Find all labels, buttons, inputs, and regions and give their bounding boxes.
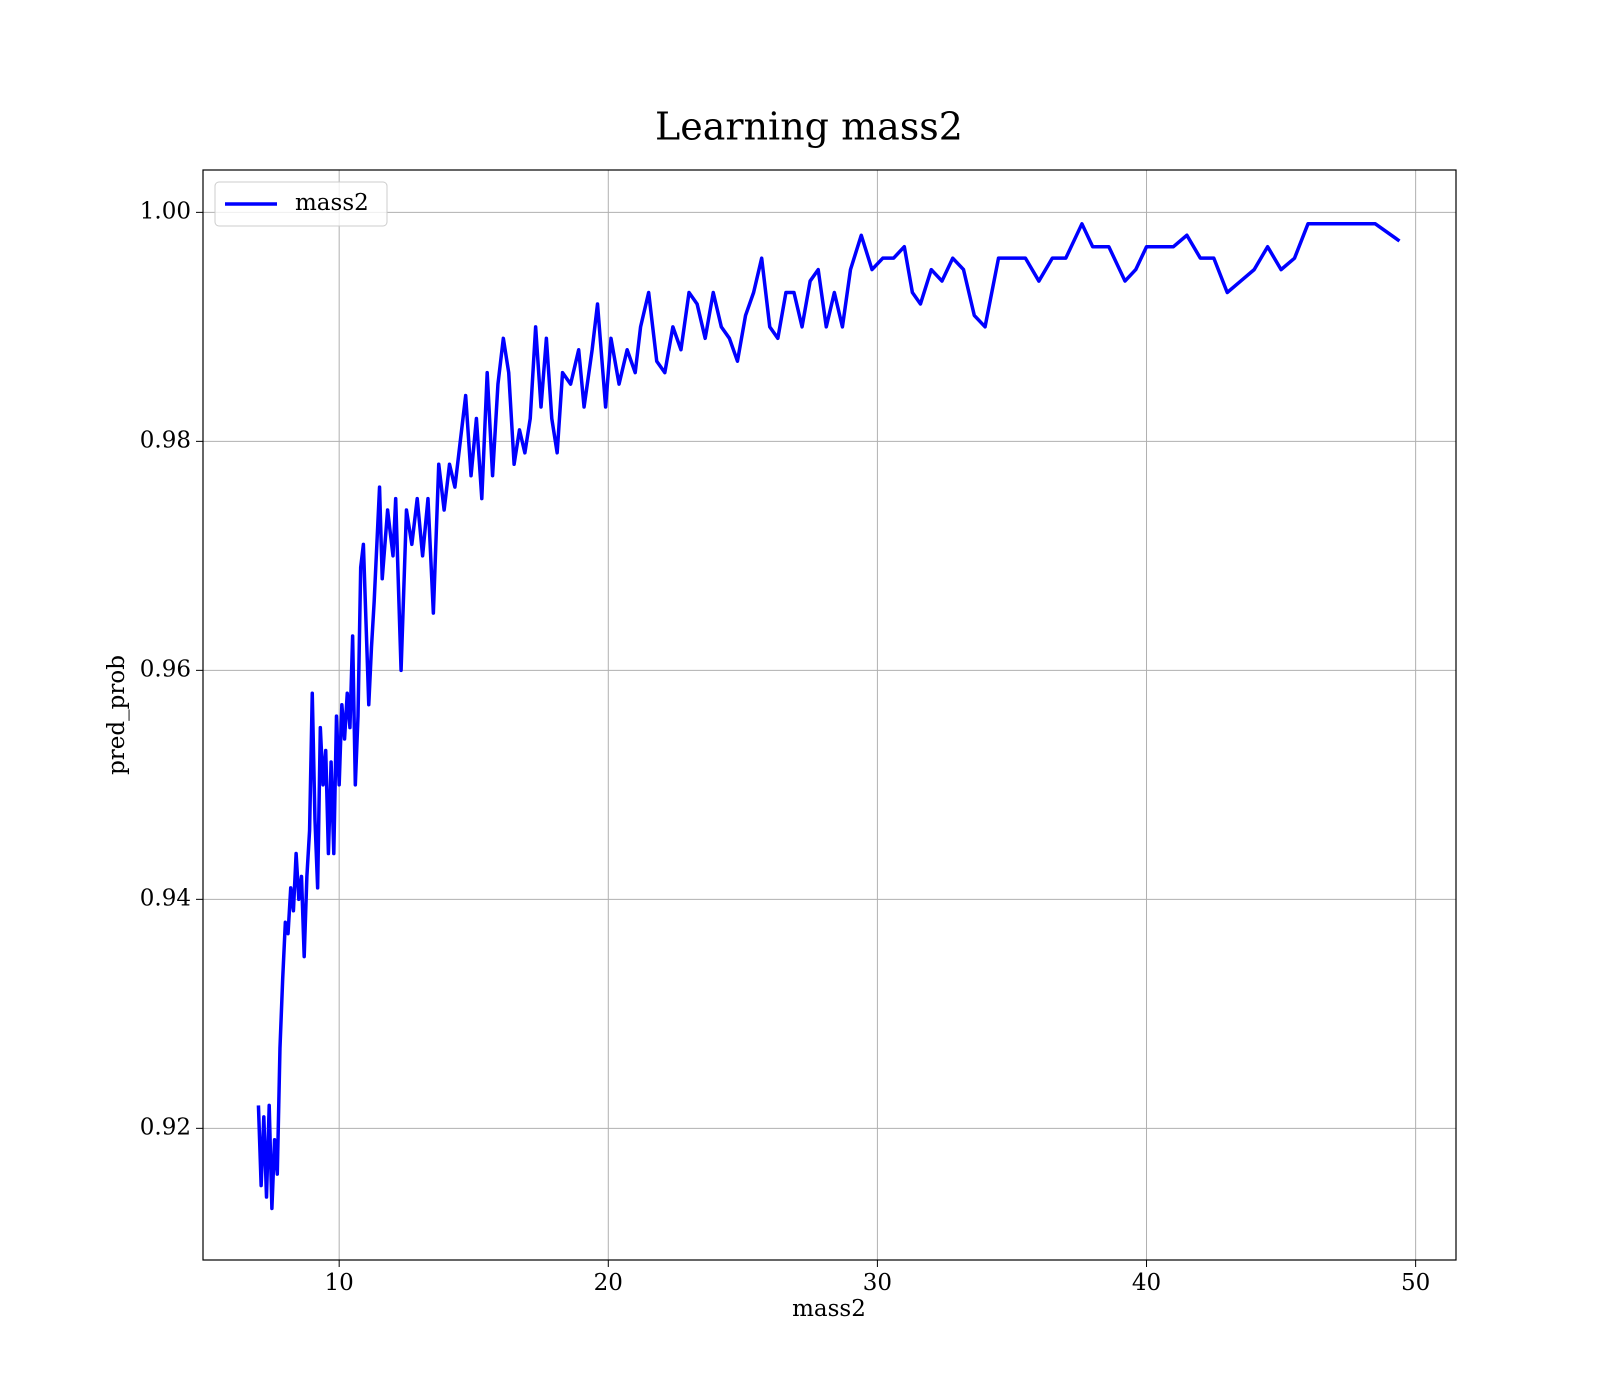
y-tick-label: 0.98 bbox=[140, 427, 191, 453]
data-line bbox=[256, 222, 1401, 1211]
x-tick-label: 50 bbox=[1401, 1270, 1430, 1296]
x-tick-label: 30 bbox=[863, 1270, 892, 1296]
chart-title: Learning mass2 bbox=[655, 105, 963, 149]
legend-label: mass2 bbox=[295, 190, 369, 216]
y-tick-label: 0.92 bbox=[140, 1114, 191, 1140]
legend-box bbox=[214, 181, 388, 227]
y-axis-label: pred_prob bbox=[104, 655, 130, 775]
x-axis-label: mass2 bbox=[792, 1296, 866, 1322]
y-tick-label: 0.94 bbox=[140, 885, 191, 911]
y-tick-label: 1.00 bbox=[140, 198, 191, 224]
plot-frame bbox=[202, 169, 1457, 1261]
x-tick-label: 10 bbox=[325, 1270, 354, 1296]
y-tick-label: 0.96 bbox=[140, 656, 191, 682]
x-tick-label: 40 bbox=[1132, 1270, 1161, 1296]
x-tick-label: 20 bbox=[594, 1270, 623, 1296]
